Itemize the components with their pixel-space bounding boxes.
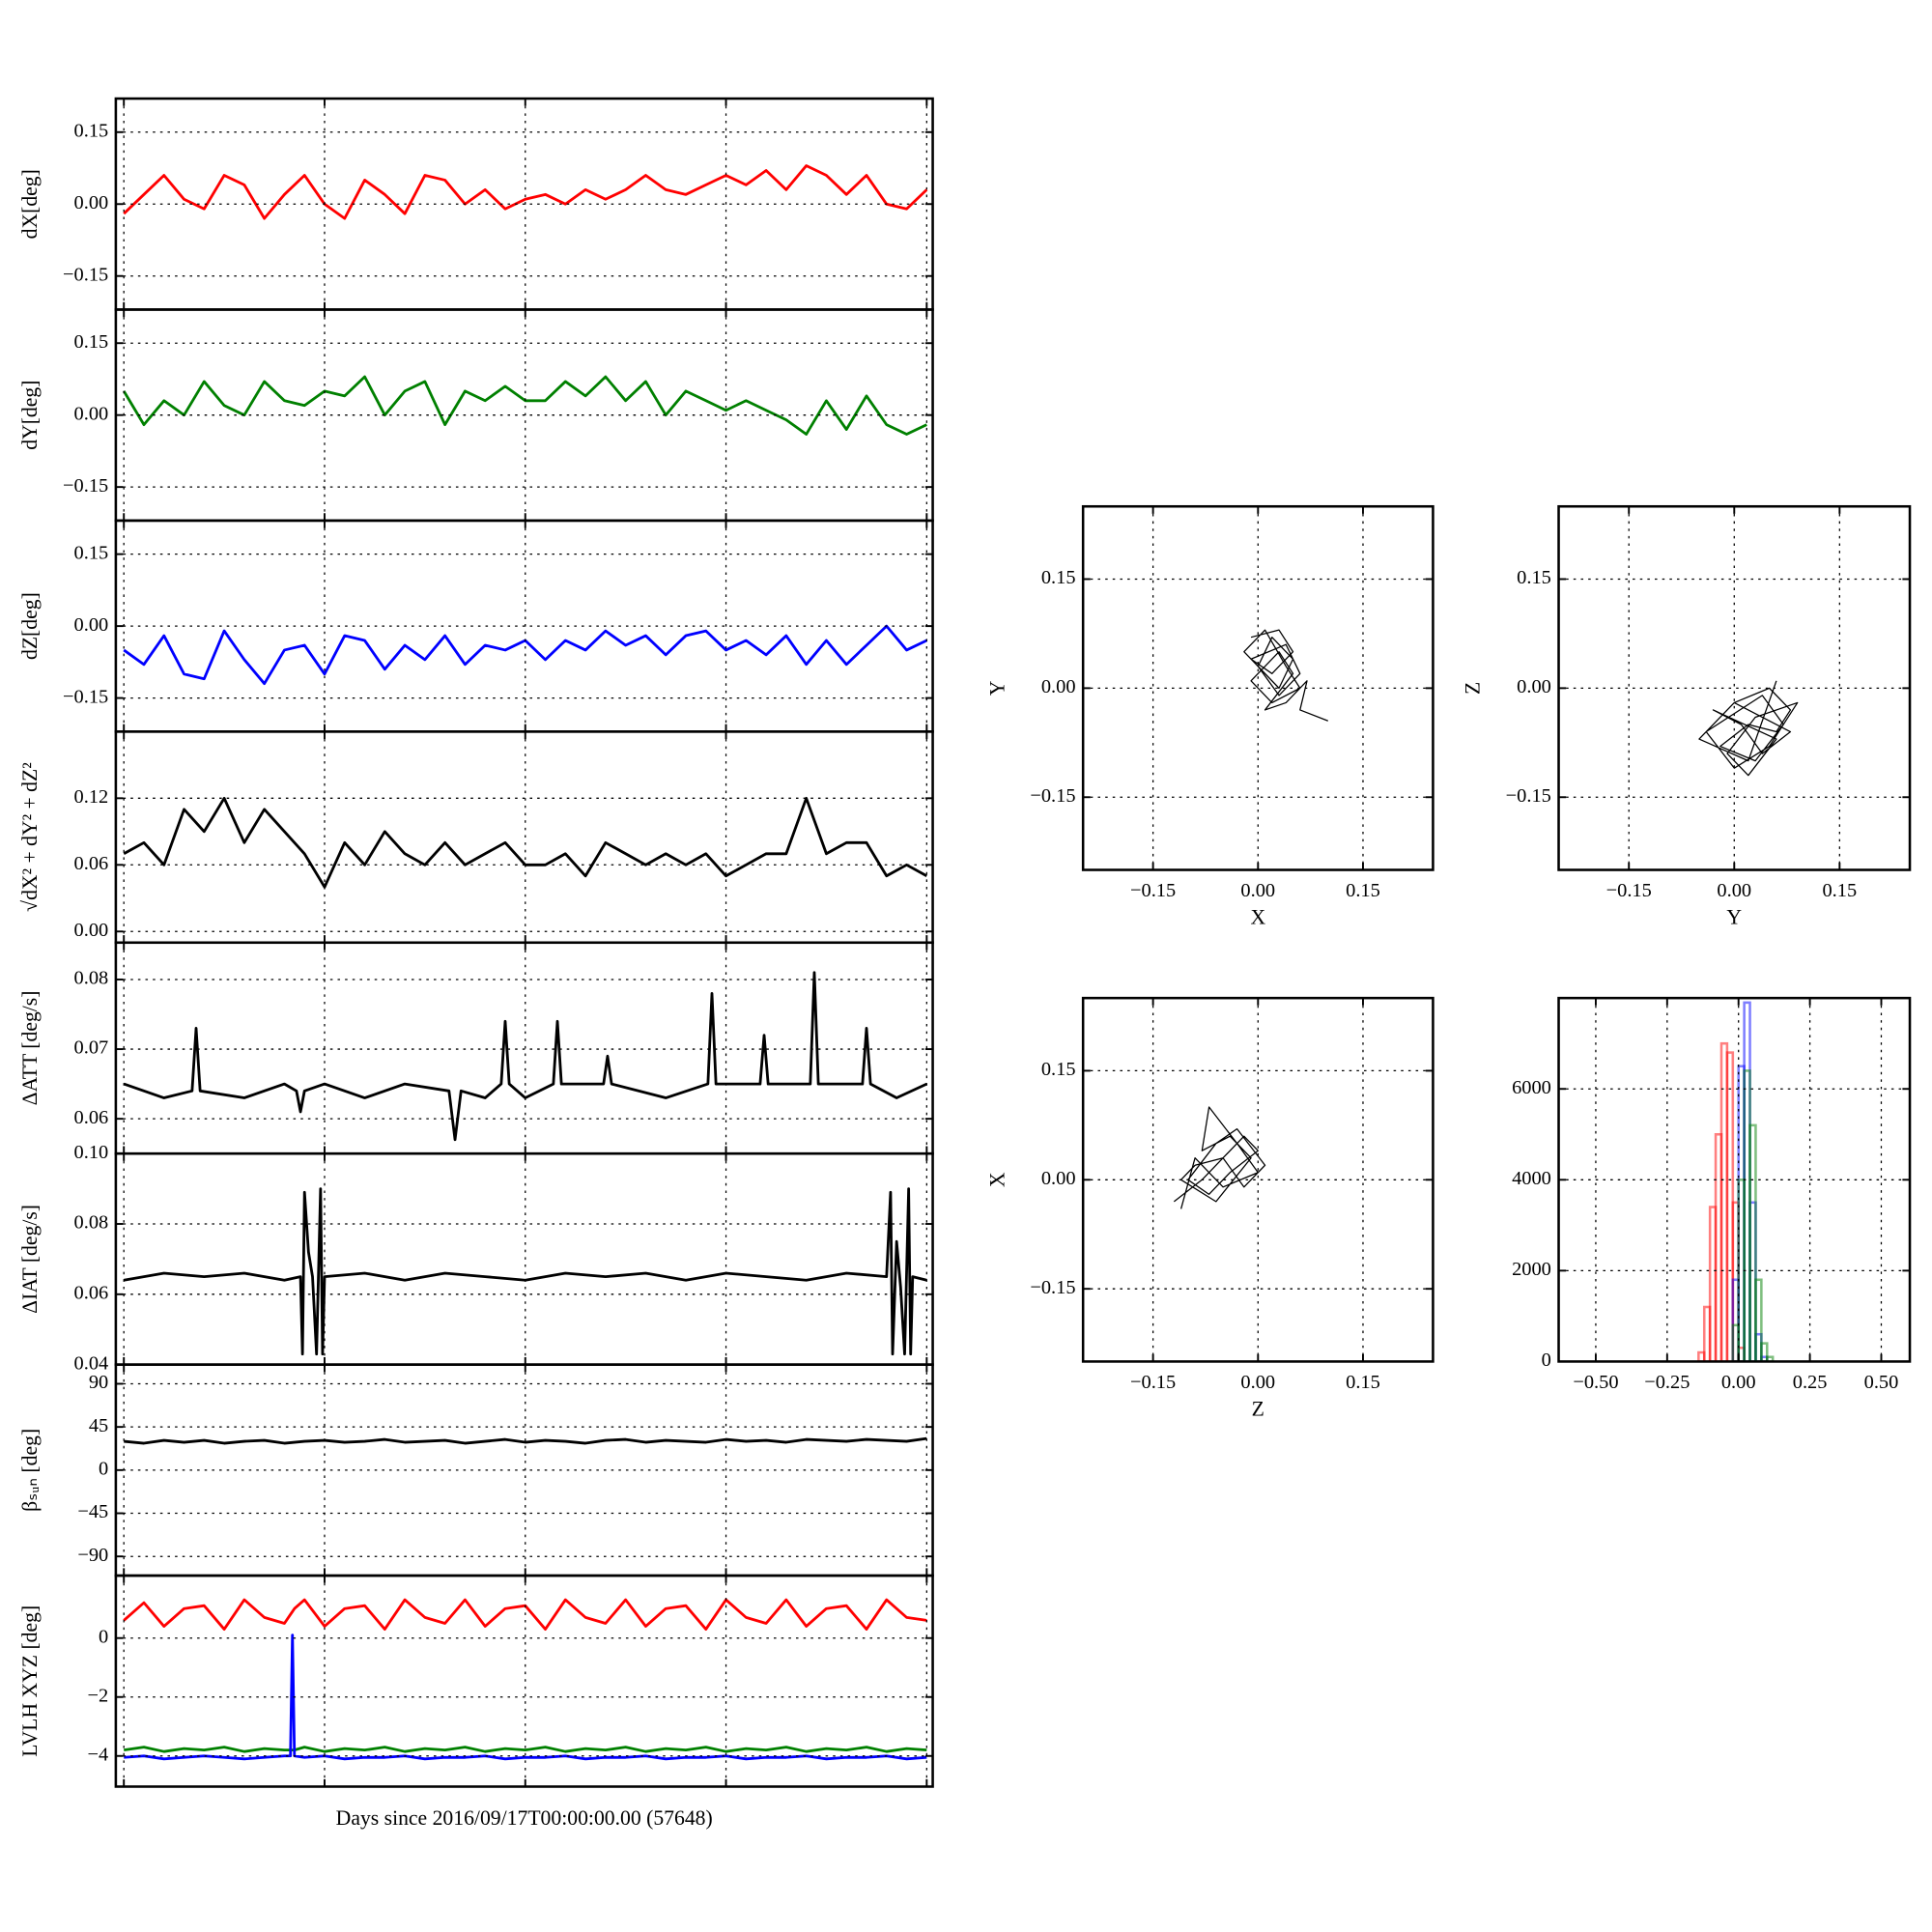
y-tick-label: 0.15	[74, 331, 109, 353]
y-axis-label: dX[deg]	[18, 169, 42, 239]
y-tick-label: 2000	[1512, 1259, 1551, 1280]
x-tick-label: 0.00	[1240, 880, 1275, 901]
x-axis-label: Days since 2016/09/17T00:00:00.00 (57648…	[336, 1806, 713, 1830]
y-tick-label: −2	[88, 1685, 109, 1706]
data-line	[1243, 629, 1328, 722]
y-tick-label: −0.15	[1030, 1277, 1075, 1298]
y-tick-label: −45	[77, 1501, 108, 1522]
x-tick-label: −0.15	[1130, 880, 1176, 901]
data-line	[123, 971, 927, 1142]
y-tick-label: 0.15	[74, 120, 109, 141]
y-tick-label: 0.15	[74, 542, 109, 563]
y-axis-label: √dX² + dY² + dZ²	[18, 762, 42, 912]
y-tick-label: 0.15	[1517, 567, 1551, 588]
hist-bin	[1765, 1355, 1775, 1362]
data-line	[123, 164, 928, 220]
x-tick-label: 0.25	[1793, 1372, 1828, 1393]
y-tick-label: 45	[89, 1415, 108, 1436]
y-tick-label: −0.15	[63, 264, 108, 285]
x-tick-label: 0.00	[1717, 880, 1751, 901]
y-axis-label: dY[deg]	[18, 381, 42, 450]
data-line	[124, 1436, 927, 1445]
y-tick-label: −0.15	[1506, 785, 1551, 807]
y-tick-label: 0.08	[74, 1212, 109, 1234]
y-axis-label: βₛᵤₙ [deg]	[18, 1429, 42, 1512]
plot-area	[123, 1598, 927, 1761]
data-line	[124, 1746, 927, 1753]
plot-area	[123, 971, 927, 1142]
data-line	[123, 1598, 927, 1631]
y-tick-label: 0.08	[74, 968, 109, 989]
y-tick-label: 0.00	[74, 403, 109, 424]
x-tick-label: −0.50	[1573, 1372, 1618, 1393]
x-tick-label: −0.15	[1130, 1372, 1176, 1393]
plot-area	[1697, 1001, 1775, 1362]
y-axis-label: ΔATT [deg/s]	[18, 991, 42, 1106]
hist-bin	[1760, 1342, 1769, 1362]
x-axis-label: X	[1250, 905, 1265, 928]
x-tick-label: 0.15	[1346, 1372, 1380, 1393]
y-tick-label: 0	[1542, 1350, 1551, 1371]
plot-area	[1243, 629, 1328, 722]
y-tick-label: 0.10	[74, 1142, 109, 1163]
x-tick-label: −0.25	[1644, 1372, 1690, 1393]
axes-frame	[1557, 996, 1912, 1363]
x-tick-label: 0.50	[1864, 1372, 1899, 1393]
x-tick-label: −0.15	[1606, 880, 1652, 901]
data-line	[1173, 1106, 1266, 1209]
x-tick-label: 0.00	[1240, 1372, 1275, 1393]
plot-area	[1173, 1106, 1266, 1209]
y-tick-label: 0.06	[74, 1283, 109, 1304]
y-tick-label: −90	[77, 1545, 108, 1566]
y-tick-label: 0.07	[74, 1037, 109, 1059]
y-tick-label: 0.12	[74, 786, 109, 808]
y-tick-label: 0.06	[74, 1107, 109, 1128]
y-tick-label: 0.06	[74, 853, 109, 874]
y-axis-label: ΔIAT [deg/s]	[18, 1205, 42, 1314]
y-tick-label: 0.00	[1517, 676, 1551, 697]
y-axis-label: Y	[985, 680, 1009, 696]
axes-frame	[1557, 504, 1912, 871]
y-axis-label: Z	[1462, 682, 1485, 695]
x-tick-label: 0.00	[1721, 1372, 1756, 1393]
y-axis-label: LVLH XYZ [deg]	[18, 1605, 42, 1757]
plot-area	[1698, 680, 1799, 777]
x-axis-label: Z	[1252, 1397, 1264, 1420]
y-tick-label: 0.00	[74, 192, 109, 213]
y-tick-label: 0.15	[1041, 1059, 1076, 1080]
hist-bin	[1748, 1123, 1757, 1362]
hist-bin	[1754, 1278, 1763, 1362]
y-tick-label: −0.15	[63, 686, 108, 707]
y-axis-label: X	[985, 1172, 1009, 1187]
y-tick-label: 0.15	[1041, 567, 1076, 588]
y-tick-label: 0.00	[1041, 1168, 1076, 1189]
x-tick-label: 0.15	[1346, 880, 1380, 901]
y-tick-label: 0	[99, 1459, 108, 1480]
y-tick-label: −0.15	[63, 475, 108, 497]
y-axis-label: dZ[deg]	[18, 592, 42, 660]
y-tick-label: −0.15	[1030, 785, 1075, 807]
axes-frame	[1081, 996, 1435, 1363]
y-tick-label: 90	[89, 1372, 108, 1393]
x-tick-label: 0.15	[1822, 880, 1857, 901]
data-line	[124, 1634, 927, 1761]
axes-frame	[114, 1574, 934, 1788]
y-tick-label: −4	[88, 1744, 109, 1765]
plot-area	[123, 164, 928, 220]
y-tick-label: 0.04	[74, 1352, 109, 1374]
axes-frame	[1081, 504, 1435, 871]
y-tick-label: 0.00	[1041, 676, 1076, 697]
y-tick-label: 0.00	[74, 614, 109, 636]
y-tick-label: 0	[99, 1626, 108, 1647]
y-tick-label: 4000	[1512, 1168, 1551, 1189]
data-line	[1698, 680, 1799, 777]
x-axis-label: Y	[1726, 905, 1742, 928]
plot-area	[124, 1436, 927, 1445]
y-tick-label: 0.00	[74, 920, 109, 941]
y-tick-label: 6000	[1512, 1077, 1551, 1098]
